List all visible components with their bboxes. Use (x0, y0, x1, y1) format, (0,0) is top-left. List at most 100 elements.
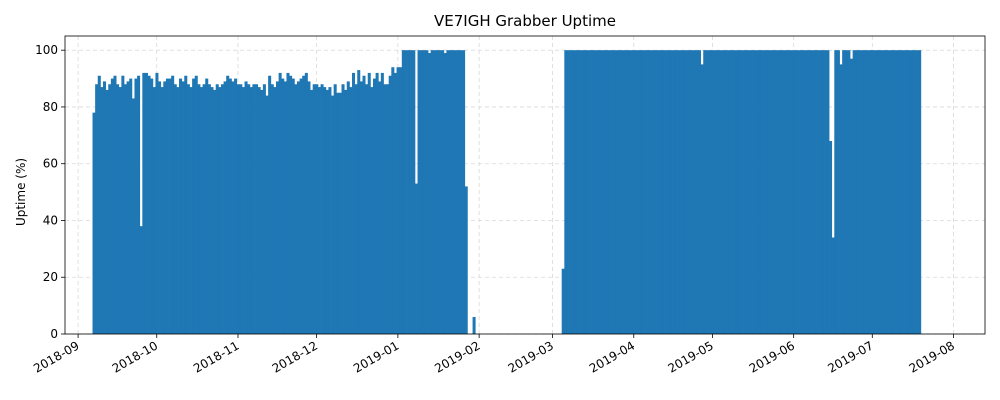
bar-0-1-71 (747, 50, 751, 334)
bars (92, 50, 922, 335)
bar-0-1-2 (566, 50, 570, 334)
bar-0-1-82 (776, 50, 780, 334)
bar-0-1-53 (700, 64, 704, 334)
bar-0-1-58 (713, 50, 717, 334)
bar-0-0-100 (354, 84, 358, 334)
bar-0-1-14 (598, 50, 602, 334)
bar-0-1-109 (847, 50, 851, 334)
bar-0-1-47 (684, 50, 688, 334)
bar-0-1-27 (632, 50, 636, 334)
bar-0-1-32 (645, 50, 649, 334)
bar-0-0-61 (252, 84, 256, 334)
bar-0-0-63 (257, 87, 261, 334)
bar-0-1-84 (781, 50, 785, 334)
bar-0-1-118 (870, 50, 874, 334)
bar-0-0-130 (433, 50, 437, 334)
bar-0-0-34 (181, 81, 185, 334)
bar-0-0-29 (168, 78, 172, 334)
chart-title: VE7IGH Grabber Uptime (434, 12, 616, 30)
y-axis-label: Uptime (%) (14, 158, 28, 226)
bar-0-0-145 (472, 316, 476, 334)
bar-0-1-128 (897, 50, 901, 334)
bar-0-0-10 (118, 87, 122, 334)
bar-0-0-89 (325, 89, 329, 334)
bar-0-0-86 (317, 87, 321, 334)
bar-0-1-29 (637, 50, 641, 334)
bar-0-1-105 (836, 50, 840, 334)
bar-0-0-15 (131, 98, 135, 334)
bar-0-0-116 (396, 67, 400, 334)
bar-0-1-77 (763, 50, 767, 334)
bar-0-1-72 (750, 50, 754, 334)
y-tick-label: 0 (50, 327, 58, 341)
x-tick-label: 2019-06 (747, 338, 797, 375)
bar-0-0-136 (448, 50, 453, 334)
bar-0-0-84 (312, 84, 316, 334)
bar-0-0-141 (462, 50, 466, 334)
bar-0-0-6 (108, 84, 112, 334)
bar-0-0-17 (137, 75, 141, 334)
bar-0-1-116 (865, 50, 869, 334)
bar-0-0-132 (438, 50, 442, 334)
bar-0-1-0 (561, 268, 565, 334)
bar-0-0-73 (283, 81, 287, 334)
bar-0-0-95 (341, 84, 345, 334)
bar-0-0-31 (173, 84, 177, 334)
bar-0-0-8 (113, 75, 117, 334)
bar-0-1-81 (774, 50, 778, 334)
bar-0-1-68 (739, 50, 743, 334)
bar-0-0-137 (451, 50, 455, 334)
bar-0-0-33 (179, 78, 183, 334)
bar-0-0-60 (249, 87, 253, 334)
bar-0-0-109 (378, 81, 382, 334)
bar-0-0-111 (383, 84, 387, 334)
bar-0-1-3 (569, 50, 573, 334)
bar-0-0-91 (331, 95, 335, 334)
bar-0-0-55 (236, 84, 240, 334)
bar-0-1-96 (813, 50, 817, 334)
bar-0-0-128 (428, 53, 432, 334)
bar-0-0-82 (307, 81, 311, 334)
bar-0-1-35 (653, 50, 657, 334)
bar-0-1-61 (721, 50, 725, 334)
bar-0-1-73 (753, 50, 757, 334)
bar-0-0-81 (304, 72, 308, 335)
bar-0-0-125 (420, 50, 424, 334)
x-tick-label: 2019-04 (587, 338, 637, 375)
bar-0-1-130 (902, 50, 906, 334)
bar-0-0-120 (407, 50, 411, 334)
bar-0-1-126 (891, 50, 895, 334)
bar-0-0-27 (163, 81, 167, 334)
x-tick-label: 2018-11 (191, 338, 241, 375)
y-tick-label: 40 (43, 213, 58, 227)
bar-0-1-19 (611, 50, 615, 334)
bar-0-0-98 (349, 87, 353, 334)
bar-0-0-94 (338, 92, 342, 334)
bar-0-0-83 (310, 89, 314, 334)
bar-0-1-50 (692, 50, 696, 334)
bar-0-1-26 (629, 50, 633, 334)
bar-0-0-113 (388, 75, 392, 334)
bar-0-0-59 (247, 84, 251, 334)
bar-0-0-24 (155, 72, 159, 335)
bar-0-0-66 (265, 95, 269, 334)
bar-0-1-133 (910, 50, 914, 334)
bar-0-1-90 (797, 50, 801, 334)
bar-0-1-40 (666, 50, 670, 334)
bar-0-0-77 (294, 84, 298, 334)
bar-0-0-5 (105, 89, 109, 334)
bar-0-1-85 (784, 50, 788, 334)
bar-0-1-127 (894, 50, 898, 334)
bar-0-1-23 (621, 50, 625, 334)
bar-0-1-121 (878, 50, 882, 334)
bar-0-1-102 (829, 141, 833, 334)
bar-0-0-133 (441, 50, 445, 334)
bar-0-0-117 (399, 67, 403, 334)
bar-0-0-3 (100, 87, 104, 334)
bar-0-0-80 (302, 75, 306, 334)
bar-0-0-50 (223, 81, 227, 334)
bar-0-0-23 (152, 87, 156, 334)
bar-0-1-62 (724, 50, 728, 334)
bar-0-0-87 (320, 84, 324, 334)
